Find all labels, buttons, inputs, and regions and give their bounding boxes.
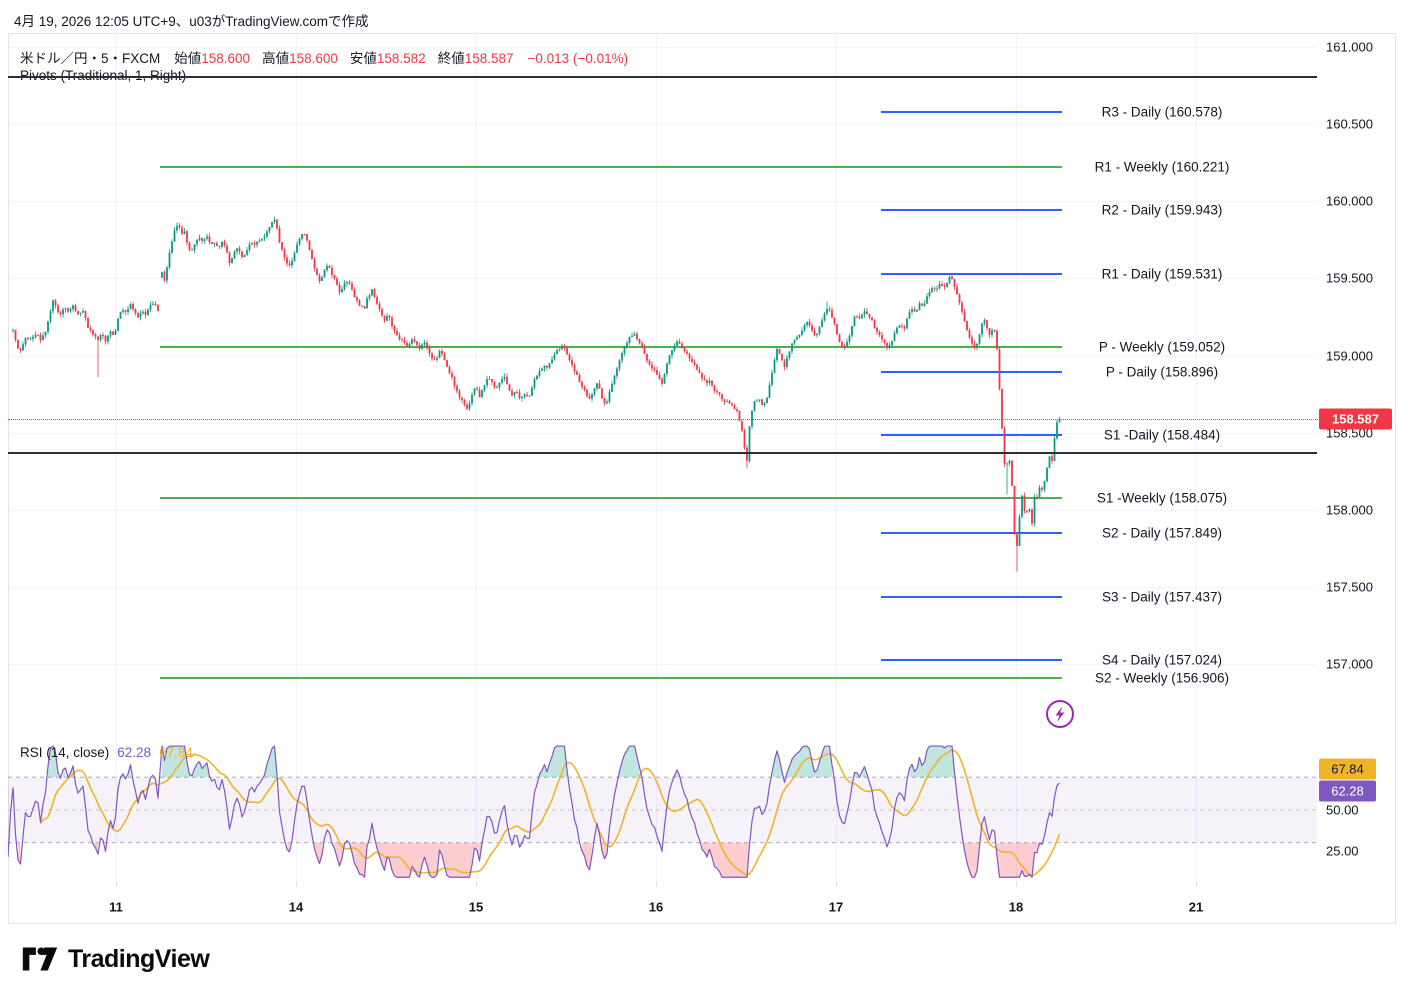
ohlc-item: 高値158.600 [262, 51, 338, 66]
rsi-value-badge: 62.28 [1319, 780, 1376, 802]
rsi-legend-row[interactable]: RSI (14, close) 62.28 67.84 [20, 745, 193, 760]
horizontal-line-drawing[interactable] [8, 451, 1317, 454]
time-axis-label: 11 [109, 899, 123, 915]
pivot-label: R3 - Daily (160.578) [1101, 104, 1223, 120]
price-axis-label: 161.000 [1326, 39, 1373, 55]
horizontal-gridline [8, 509, 1317, 511]
ohlc-item: 終値158.587 [437, 51, 514, 66]
pivot-line-weekly[interactable] [160, 677, 1062, 680]
pivot-line-daily[interactable] [881, 434, 1062, 437]
change-value: −0.013 (−0.01%) [527, 51, 629, 66]
horizontal-gridline [8, 432, 1317, 434]
price-axis-label: 158.000 [1326, 502, 1373, 518]
pivot-label: S1 -Weekly (158.075) [1096, 490, 1228, 506]
rsi-axis-label: 50.00 [1326, 802, 1359, 818]
vertical-gridline [476, 33, 477, 880]
time-tick [836, 881, 837, 887]
current-price-line [8, 419, 1320, 421]
tradingview-logo[interactable]: TradingView [22, 944, 210, 974]
horizontal-gridline [8, 586, 1317, 588]
pivot-label: R2 - Daily (159.943) [1101, 202, 1223, 218]
ohlc-item: 安値158.582 [349, 51, 426, 66]
pivot-label: P - Daily (158.896) [1105, 364, 1219, 380]
vertical-gridline [116, 33, 117, 880]
time-tick [656, 881, 657, 887]
vertical-gridline [296, 33, 297, 880]
price-axis-label: 160.000 [1326, 193, 1373, 209]
vertical-gridline [656, 33, 657, 880]
pivot-line-daily[interactable] [881, 595, 1062, 598]
rsi-series [8, 745, 1061, 878]
flash-snapshot-button[interactable] [1044, 698, 1076, 730]
time-axis-label: 14 [288, 899, 304, 915]
symbol-title[interactable]: 米ドル／円・5・FXCM [20, 51, 161, 66]
pivot-label: S1 -Daily (158.484) [1103, 427, 1221, 443]
price-axis-label: 157.500 [1326, 579, 1373, 595]
vertical-gridline [1196, 33, 1197, 880]
vertical-gridline [1016, 33, 1017, 880]
rsi-legend-ma-value: 67.84 [159, 745, 193, 760]
rsi-ma-badge: 67.84 [1319, 758, 1376, 780]
tradingview-logo-text: TradingView [68, 944, 210, 973]
pivot-line-weekly[interactable] [160, 166, 1062, 169]
horizontal-gridline [8, 278, 1317, 280]
pivot-label: P - Weekly (159.052) [1098, 339, 1226, 355]
pivot-line-daily[interactable] [881, 370, 1062, 373]
price-axis-label: 159.000 [1326, 348, 1373, 363]
candlestick-series [12, 216, 1061, 572]
time-axis-label: 15 [468, 899, 484, 915]
price-axis-label: 159.500 [1326, 270, 1373, 286]
time-tick [116, 881, 117, 887]
horizontal-gridline [8, 47, 1317, 48]
time-tick [476, 881, 477, 887]
price-axis-label: 157.000 [1326, 656, 1373, 672]
pivot-label: R1 - Daily (159.531) [1101, 266, 1223, 282]
pivot-line-daily[interactable] [881, 659, 1062, 662]
pivot-label: S2 - Weekly (156.906) [1094, 670, 1230, 686]
vertical-gridline [836, 33, 837, 880]
rsi-legend-title[interactable]: RSI (14, close) [20, 745, 110, 760]
snapshot-attribution: 4月 19, 2026 12:05 UTC+9、u03がTradingView.… [14, 14, 369, 29]
pivot-line-weekly[interactable] [160, 497, 1062, 500]
rsi-legend-value: 62.28 [117, 745, 152, 760]
horizontal-gridline [8, 355, 1317, 357]
pivot-line-daily[interactable] [881, 111, 1062, 114]
pivot-line-weekly[interactable] [160, 346, 1062, 349]
lightning-icon [1055, 706, 1065, 722]
time-axis-label: 17 [828, 899, 844, 915]
horizontal-gridline [8, 124, 1317, 126]
current-price-badge: 158.587 [1319, 408, 1392, 430]
time-axis-label: 21 [1188, 899, 1204, 915]
pivot-label: R1 - Weekly (160.221) [1094, 159, 1230, 175]
time-axis-label: 18 [1008, 899, 1024, 915]
time-axis-label: 16 [648, 899, 664, 915]
tradingview-logo-icon [22, 947, 58, 971]
ohlc-values: 始値158.600 高値158.600 安値158.582 終値158.587 [174, 47, 513, 67]
pivot-line-daily[interactable] [881, 532, 1062, 535]
chart-frame [8, 33, 1396, 924]
pivot-label: S2 - Daily (157.849) [1101, 525, 1223, 541]
price-axis-label: 160.500 [1326, 116, 1373, 132]
time-tick [296, 881, 297, 887]
horizontal-gridline [8, 201, 1317, 203]
ohlc-item: 始値158.600 [174, 51, 251, 66]
pivot-label: S4 - Daily (157.024) [1101, 652, 1223, 668]
symbol-legend-row[interactable]: 米ドル／円・5・FXCM 始値158.600 高値158.600 安値158.582… [20, 47, 628, 67]
pivot-line-daily[interactable] [881, 272, 1062, 275]
pivot-label: S3 - Daily (157.437) [1101, 589, 1223, 605]
indicator-legend-row[interactable]: Pivots (Traditional, 1, Right) [20, 68, 186, 83]
horizontal-gridline [8, 664, 1317, 665]
time-tick [1196, 881, 1197, 887]
rsi-band [8, 776, 1317, 844]
rsi-axis-label: 25.00 [1326, 843, 1359, 859]
pivot-line-daily[interactable] [881, 209, 1062, 212]
time-tick [1016, 881, 1017, 887]
horizontal-line-drawing[interactable] [8, 76, 1317, 79]
